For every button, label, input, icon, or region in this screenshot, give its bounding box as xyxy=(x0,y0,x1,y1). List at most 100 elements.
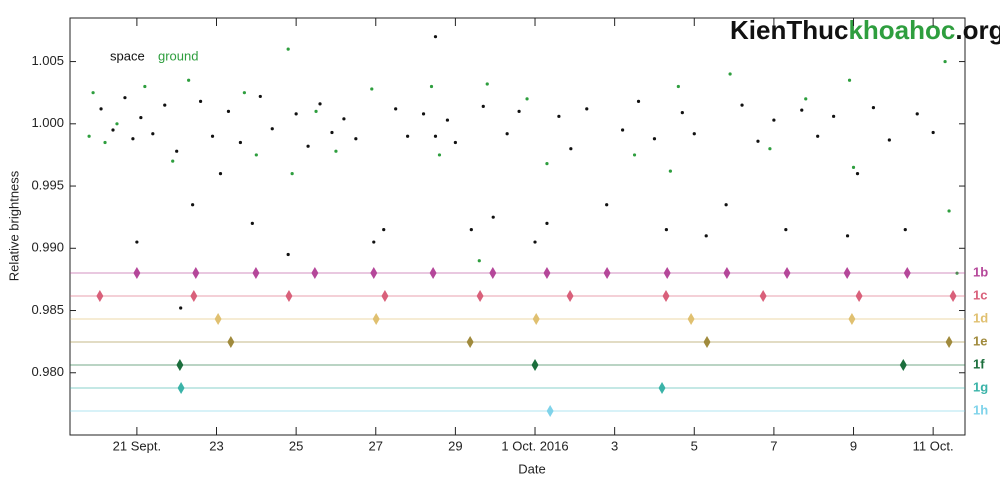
data-point xyxy=(99,107,103,111)
data-point xyxy=(91,91,95,95)
y-tick-label: 0.995 xyxy=(31,177,64,192)
data-point xyxy=(756,139,760,143)
transit-marker xyxy=(687,313,695,325)
data-point xyxy=(286,252,290,257)
data-point xyxy=(354,137,358,141)
data-point xyxy=(931,130,935,135)
transit-marker xyxy=(370,267,378,279)
data-point xyxy=(676,84,680,89)
transit-label: 1h xyxy=(973,402,988,417)
transit-marker xyxy=(759,290,767,302)
data-point xyxy=(151,132,155,136)
data-point xyxy=(557,114,561,118)
data-point xyxy=(816,134,820,138)
data-point xyxy=(485,82,489,86)
data-point xyxy=(330,130,334,135)
transit-marker xyxy=(214,313,222,325)
data-point xyxy=(111,128,115,132)
data-point xyxy=(406,134,410,138)
data-point xyxy=(545,162,549,166)
transit-marker xyxy=(177,382,185,394)
transit-marker xyxy=(903,267,911,279)
watermark-part: .org xyxy=(955,15,1000,45)
data-point xyxy=(704,234,708,238)
data-point xyxy=(334,149,338,153)
data-point xyxy=(887,138,891,142)
transit-marker xyxy=(227,336,235,348)
data-point xyxy=(115,122,119,126)
data-point xyxy=(800,108,804,112)
data-point xyxy=(525,97,529,101)
legend-entry: ground xyxy=(158,48,198,63)
data-point xyxy=(469,228,473,232)
data-point xyxy=(286,47,290,51)
transit-marker xyxy=(133,267,141,279)
transit-marker xyxy=(190,290,198,302)
y-tick-label: 1.000 xyxy=(31,115,64,130)
data-point xyxy=(191,203,195,207)
data-point xyxy=(847,78,852,82)
data-point xyxy=(680,111,684,115)
data-point xyxy=(545,221,549,225)
transit-marker xyxy=(192,267,200,279)
data-point xyxy=(179,306,183,310)
data-point xyxy=(370,87,374,91)
data-point xyxy=(226,109,231,113)
data-point xyxy=(943,59,947,64)
x-tick-label: 7 xyxy=(770,438,777,453)
transit-marker xyxy=(311,267,319,279)
transit-marker xyxy=(429,267,437,279)
data-point xyxy=(103,140,107,145)
data-point xyxy=(947,209,951,213)
data-point xyxy=(254,153,258,157)
data-point xyxy=(314,109,318,113)
data-point xyxy=(238,140,243,145)
transit-label: 1f xyxy=(973,356,985,371)
data-point xyxy=(692,132,696,136)
data-point xyxy=(210,134,215,138)
data-point xyxy=(123,96,127,100)
data-point xyxy=(804,97,808,101)
data-point xyxy=(664,228,669,232)
data-point xyxy=(143,84,147,89)
data-point xyxy=(198,99,203,103)
data-point xyxy=(163,103,167,107)
y-tick-label: 0.985 xyxy=(31,302,64,317)
data-point xyxy=(372,240,376,244)
transit-label: 1g xyxy=(973,379,988,394)
transit-marker xyxy=(662,290,670,302)
data-point xyxy=(915,112,919,116)
watermark-part: khoahoc xyxy=(848,15,955,45)
transit-marker xyxy=(603,267,611,279)
data-point xyxy=(621,128,625,132)
data-point xyxy=(871,106,876,110)
data-point xyxy=(477,259,481,263)
data-point xyxy=(258,94,262,99)
transit-marker xyxy=(723,267,731,279)
transit-marker xyxy=(96,290,104,302)
transit-label: 1c xyxy=(973,287,987,302)
transit-marker xyxy=(372,313,380,325)
data-point xyxy=(171,159,175,163)
data-point xyxy=(87,134,91,138)
data-point xyxy=(318,102,322,106)
transit-label: 1b xyxy=(973,264,988,279)
x-tick-label: 1 Oct. 2016 xyxy=(501,438,568,453)
transit-marker xyxy=(949,290,957,302)
data-point xyxy=(491,215,495,219)
y-tick-label: 0.980 xyxy=(31,364,64,379)
transit-marker xyxy=(381,290,389,302)
transit-marker xyxy=(546,405,554,417)
data-point xyxy=(453,140,457,145)
transit-marker xyxy=(783,267,791,279)
transit-marker xyxy=(899,359,907,371)
x-axis-label: Date xyxy=(518,461,545,476)
data-point xyxy=(270,127,274,131)
data-point xyxy=(294,112,298,116)
x-tick-label: 21 Sept. xyxy=(113,438,161,453)
x-tick-label: 9 xyxy=(850,438,857,453)
transit-marker xyxy=(543,267,551,279)
transit-marker xyxy=(566,290,574,302)
data-point xyxy=(306,144,310,148)
data-point xyxy=(139,115,143,120)
